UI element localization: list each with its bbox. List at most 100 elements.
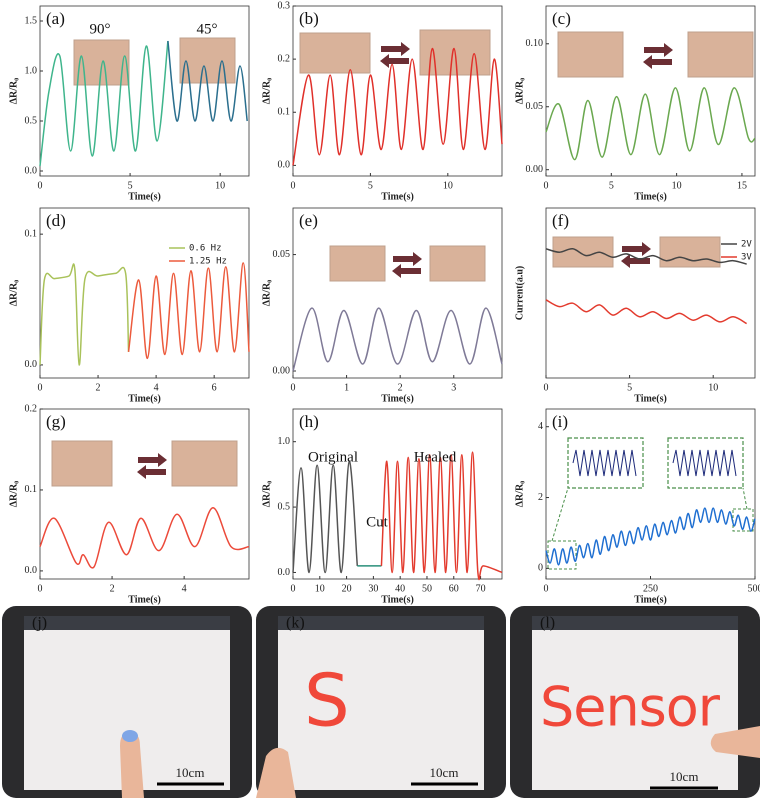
y-tick-label: 0.0 [25,165,38,176]
x-tick-label: 0 [544,180,549,191]
chart-panel: 0 5 10 0.0 0.1 0.2 0.3 Time(s) ΔR/R₀ (b) [261,0,503,202]
y-tick-label: 0.3 [278,0,291,11]
x-tick-label: 70 [476,583,486,594]
x-tick-label: 5 [368,180,373,191]
chart-panel: 0 2 4 6 0.0 0.1 Time(s) ΔR/R₀ 0.6 Hz 1.25 Hz (d) [8,207,250,404]
plot-frame [292,5,503,177]
chart-panel: 0 1 2 3 0.00 0.05 Time(s) ΔR/R₀ (e) [261,207,503,404]
data-line [167,40,248,122]
chart-panel: 0 5 10 15 0.00 0.05 0.10 Time(s) ΔR/R₀ (c) [514,5,756,202]
chart-panel: 0 2 4 0.0 0.1 0.2 Time(s) ΔR/R₀ (g) [8,403,250,605]
annotation: Healed [414,449,457,465]
y-axis-label: ΔR/R₀ [8,481,19,508]
x-axis-label: Time(s) [381,594,414,605]
zoom-box [567,437,644,489]
y-tick-label: 0.0 [278,567,291,578]
panel-label: (d) [46,211,66,230]
panel-label: (l) [540,615,555,632]
y-axis-label: ΔR/R₀ [8,280,19,307]
zoom-trace [672,449,737,477]
x-tick-label: 30 [368,583,378,594]
finger [710,726,760,758]
y-axis-label: ΔR/R₀ [261,481,272,508]
x-tick-label: 5 [609,180,614,191]
y-axis-label: Current(a.u) [514,266,525,321]
panel-label: (a) [46,9,65,28]
screen [278,630,484,790]
x-axis-label: Time(s) [128,393,161,404]
x-tick-label: 0 [38,180,43,191]
x-tick-label: 2 [96,382,101,393]
panel-label: (g) [46,412,66,431]
panel-label: (e) [299,211,318,230]
x-tick-label: 6 [212,382,217,393]
scale-label: 10cm [176,765,205,780]
x-tick-label: 2 [398,382,403,393]
data-line [545,248,747,265]
scale-label: 10cm [430,765,459,780]
x-axis-label: Time(s) [634,191,667,202]
photo: S (k) 10cm [256,606,506,798]
chart-panel: 0 5 10 0.0 0.5 1.0 1.5 Time(s) ΔR/R₀ 90° 45° (a) [8,5,250,202]
y-axis-label: ΔR/R₀ [261,78,272,105]
chart-panel: 0 250 500 0 2 4 Time(s) ΔR/R₀ (i) [514,408,760,605]
plot-frame [39,207,250,379]
zoom-box [667,437,744,489]
y-tick-label: 0.2 [278,53,291,64]
inset-photo [171,440,238,487]
annotation: Cut [366,514,389,530]
fingertip-sensor [122,730,138,742]
data-line [545,507,756,566]
zoom-link [551,487,569,542]
y-tick-label: 0.1 [25,228,38,239]
annotation: Original [308,449,358,465]
x-tick-label: 20 [342,583,352,594]
x-tick-label: 40 [395,583,405,594]
plot-frame [39,5,250,177]
y-axis-label: ΔR/R₀ [514,78,525,105]
photo-row: (j) 10cm S (k) 10cm Sensor (l) 10cm [2,606,760,798]
chart-panel: 0 10 20 30 40 50 60 70 0.0 0.5 1.0 Time(s) ΔR/R₀ Orig… [261,408,503,605]
x-tick-label: 0 [291,583,296,594]
inset-photo [329,245,386,282]
toolbar [278,616,484,630]
x-tick-label: 3 [451,382,456,393]
scale-label: 10cm [670,769,699,784]
y-axis-label: ΔR/R₀ [8,78,19,105]
zoom-link [742,487,748,510]
data-line [39,40,169,167]
legend-label: 1.25 Hz [189,257,227,267]
x-tick-label: 250 [643,583,658,594]
data-line [292,307,503,372]
panel-label: (h) [299,412,319,431]
y-tick-label: 0.0 [25,359,38,370]
x-axis-label: Time(s) [128,191,161,202]
x-tick-label: 0 [544,382,549,393]
y-tick-label: 0.5 [25,115,38,126]
panel-label: (b) [299,9,319,28]
panel-label: (f) [552,211,569,230]
arrow [644,43,673,57]
legend-label: 0.6 Hz [189,244,222,254]
y-tick-label: 1.5 [25,15,38,26]
arrow [138,453,167,467]
x-tick-label: 4 [182,583,187,594]
zoom-region [547,540,577,570]
y-axis-label: ΔR/R₀ [261,280,272,307]
x-axis-label: Time(s) [128,594,161,605]
inset-photo [557,31,624,78]
photo: (j) 10cm [2,606,252,798]
plot-frame [39,408,250,580]
data-line [545,87,756,161]
x-tick-label: 10 [215,180,225,191]
x-tick-label: 0 [38,583,43,594]
arrow [380,54,409,68]
x-tick-label: 10 [708,382,718,393]
y-tick-label: 1.0 [278,436,291,447]
screen [532,630,738,790]
arrow [621,254,650,268]
arrow [393,252,422,266]
plot-frame [292,408,503,580]
x-axis-label: Time(s) [634,393,667,404]
y-tick-label: 0.05 [526,101,544,112]
